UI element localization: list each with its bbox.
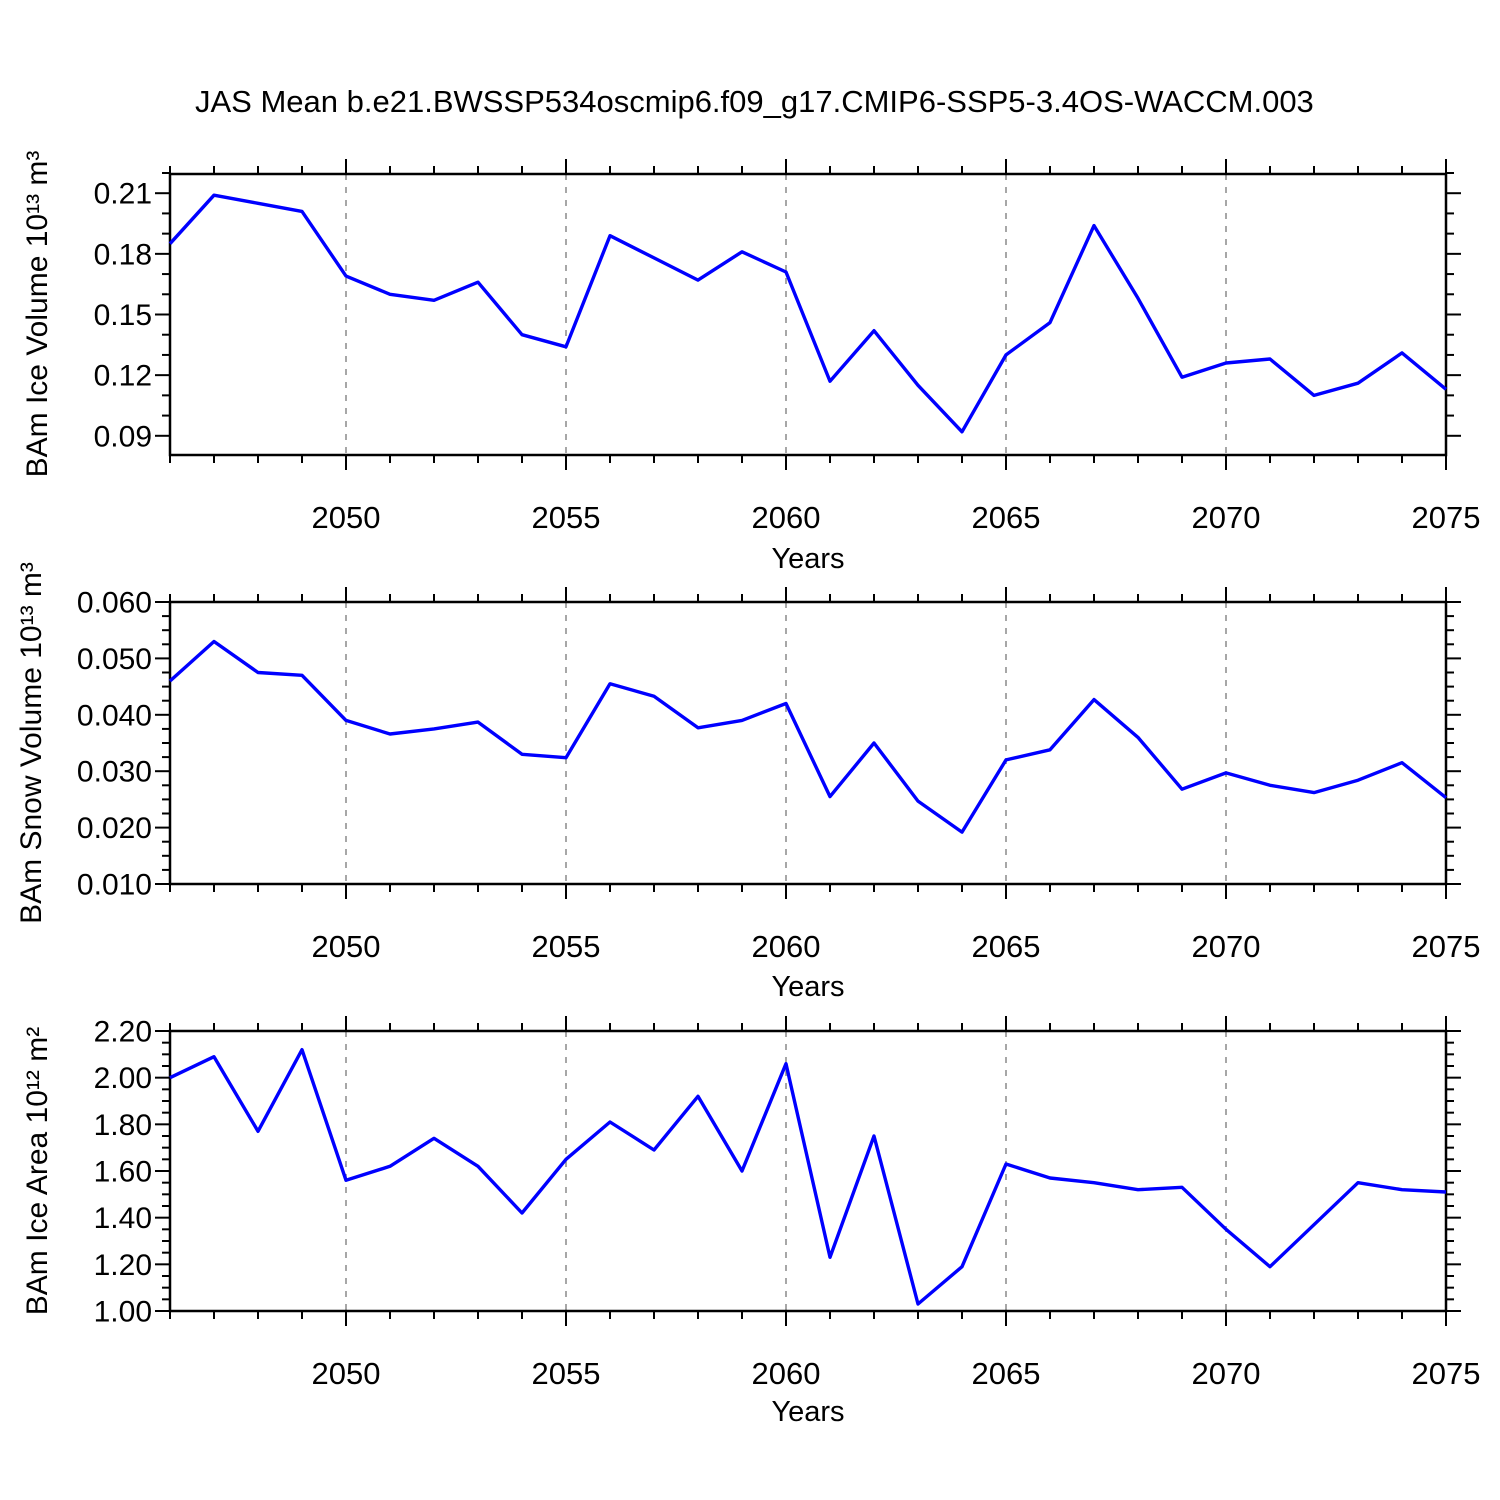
y-tick-label: 0.18 <box>94 238 152 271</box>
plot-frame <box>168 600 1448 886</box>
x-tick-label: 2060 <box>752 500 821 535</box>
x-tick-label: 2065 <box>972 500 1041 535</box>
y-axis-label-snow-volume: BAm Snow Volume 10¹³ m³ <box>15 562 48 924</box>
y-tick-label: 1.20 <box>94 1249 152 1282</box>
x-tick-label: 2055 <box>532 500 601 535</box>
y-tick-label: 0.09 <box>94 420 152 453</box>
series-line-bam-ice-volume <box>168 193 1448 434</box>
y-tick-label: 0.030 <box>77 756 152 789</box>
y-tick-label: 1.40 <box>94 1202 152 1235</box>
y-tick-label: 0.15 <box>94 299 152 332</box>
x-tick-label: 2060 <box>752 1356 821 1391</box>
x-tick-label: 2075 <box>1412 1356 1481 1391</box>
x-tick-label: 2060 <box>752 929 821 964</box>
plot-panel-ice-area: 2.20 2.00 1.80 1.60 1.40 1.20 1.00 2050 2055 2060… <box>94 1016 1481 1392</box>
x-axis-label-snow-volume: Years <box>771 971 845 1003</box>
y-tick-label: 0.060 <box>77 587 152 620</box>
x-tick-label: 2055 <box>532 929 601 964</box>
y-tick-label: 1.60 <box>94 1156 152 1189</box>
y-tick-label: 0.020 <box>77 812 152 845</box>
plot-frame <box>168 1029 1448 1313</box>
y-tick-label: 0.040 <box>77 699 152 732</box>
x-tick-label: 2050 <box>312 929 381 964</box>
series-line-bam-ice-area <box>169 1048 1447 1306</box>
x-tick-label: 2070 <box>1192 500 1261 535</box>
x-tick-label: 2075 <box>1412 929 1481 964</box>
x-tick-label: 2050 <box>312 500 381 535</box>
y-tick-label: 2.20 <box>94 1016 152 1049</box>
plot-frame <box>168 172 1448 457</box>
y-axis-label-ice-volume: BAm Ice Volume 10¹³ m³ <box>21 150 54 478</box>
y-tick-label: 0.12 <box>94 360 152 393</box>
y-tick-label: 2.00 <box>94 1062 152 1095</box>
chart-title: JAS Mean b.e21.BWSSP534oscmip6.f09_g17.C… <box>195 84 1314 119</box>
y-axis-label-ice-area: BAm Ice Area 10¹² m² <box>21 1026 54 1316</box>
x-tick-label: 2075 <box>1412 500 1481 535</box>
y-tick-label: 1.80 <box>94 1109 152 1142</box>
x-tick-label: 2070 <box>1192 929 1261 964</box>
x-tick-label: 2065 <box>972 929 1041 964</box>
y-tick-label: 0.21 <box>94 178 152 211</box>
x-tick-label: 2065 <box>972 1356 1041 1391</box>
series-line-bam-snow-volume <box>168 639 1448 834</box>
plot-panel-ice-volume: 0.21 0.18 0.15 0.12 0.09 2050 2055 2060 2065 2070… <box>94 159 1481 535</box>
x-tick-label: 2070 <box>1192 1356 1261 1391</box>
plot-panel-snow-volume: 0.060 0.050 0.040 0.030 0.020 0.010 2050 2055 20… <box>77 587 1481 965</box>
x-tick-label: 2050 <box>312 1356 381 1391</box>
y-tick-label: 0.050 <box>77 643 152 676</box>
y-tick-label: 1.00 <box>94 1296 152 1329</box>
x-tick-label: 2055 <box>532 1356 601 1391</box>
y-tick-label: 0.010 <box>77 869 152 902</box>
x-axis-label-ice-volume: Years <box>771 543 845 575</box>
x-axis-label-ice-area: Years <box>771 1396 845 1428</box>
